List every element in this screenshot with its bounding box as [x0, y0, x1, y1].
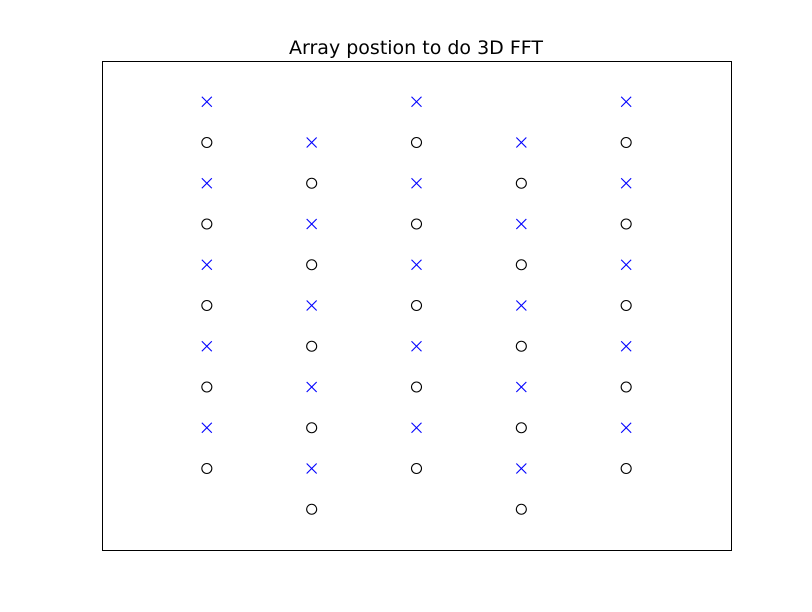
x-marker-point [411, 340, 422, 352]
circle-marker-point [410, 299, 423, 312]
x-marker-point [306, 137, 318, 148]
circle-marker-point [201, 218, 213, 230]
x-marker-point [201, 340, 213, 352]
x-marker-point [620, 96, 632, 108]
x-marker-point [411, 422, 422, 434]
circle-marker-point [410, 218, 423, 230]
circle-marker-point [620, 381, 632, 393]
x-marker-point [515, 300, 527, 311]
circle-marker-point [620, 136, 632, 149]
circle-marker-point [515, 259, 527, 271]
x-marker-point [515, 137, 527, 148]
x-marker-point [201, 96, 213, 108]
circle-marker-point [201, 299, 213, 312]
circle-marker-point [306, 259, 318, 271]
x-marker-point [620, 177, 632, 189]
x-marker-point [201, 422, 213, 434]
circle-marker-point [515, 503, 527, 515]
circle-marker-point [410, 462, 423, 475]
circle-marker-point [620, 299, 632, 312]
circle-marker-point [201, 136, 213, 149]
x-marker-point [201, 259, 213, 271]
circle-marker-point [620, 218, 632, 230]
x-marker-point [515, 463, 527, 474]
scatter-marks [201, 96, 632, 515]
x-marker-point [306, 463, 318, 474]
plot-area-frame [102, 61, 732, 551]
x-marker-point [515, 218, 527, 230]
x-marker-point [411, 177, 422, 189]
x-marker-point [306, 300, 318, 311]
circle-marker-point [201, 381, 213, 393]
circle-marker-point [201, 462, 213, 475]
circle-marker-point [306, 177, 318, 189]
x-marker-point [306, 381, 318, 393]
x-marker-point [306, 218, 318, 230]
x-marker-point [201, 177, 213, 189]
circle-marker-point [515, 340, 527, 352]
circle-marker-point [515, 177, 527, 189]
circle-marker-point [306, 503, 318, 515]
x-marker-point [620, 340, 632, 352]
circle-marker-point [620, 462, 632, 475]
x-marker-point [620, 422, 632, 434]
x-marker-point [515, 381, 527, 393]
chart-title: Array postion to do 3D FFT [289, 37, 543, 59]
x-marker-point [411, 96, 422, 108]
circle-marker-point [306, 422, 318, 434]
circle-marker-point [306, 340, 318, 352]
x-marker-point [411, 259, 422, 271]
circle-marker-point [515, 422, 527, 434]
x-marker-point [620, 259, 632, 271]
circle-marker-point [410, 381, 423, 393]
circle-marker-point [410, 136, 423, 149]
